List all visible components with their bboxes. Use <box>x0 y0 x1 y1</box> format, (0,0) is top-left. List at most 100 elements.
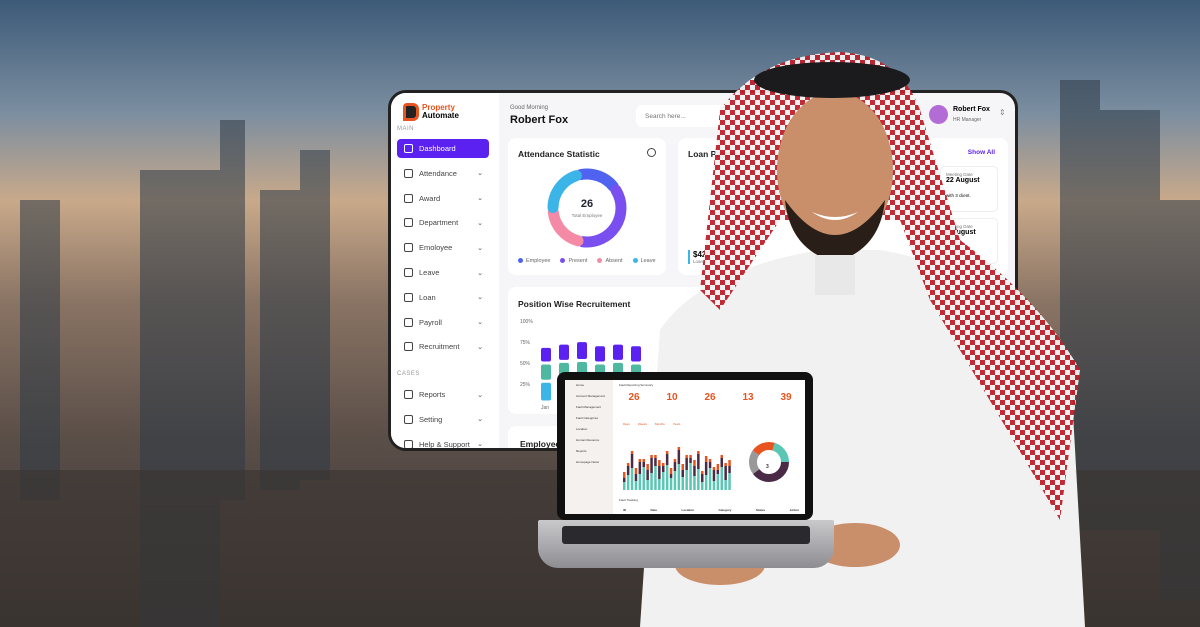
sidebar-item-label: Leave <box>419 268 440 277</box>
fault-bar <box>701 471 704 474</box>
laptop-menu-item[interactable]: Home <box>576 383 585 387</box>
laptop-menu-item[interactable]: Reports <box>576 449 587 453</box>
user-icon <box>404 168 413 178</box>
fault-bar <box>724 480 727 490</box>
fault-bar <box>716 464 720 470</box>
sidebar-item-label: Reports <box>419 390 446 399</box>
sidebar-item-label: Dashboard <box>419 144 456 153</box>
keyboard <box>562 526 810 544</box>
fault-bar <box>720 458 723 467</box>
fault-bar <box>638 474 642 490</box>
user-name: Robert Fox <box>953 106 990 113</box>
fault-bar <box>704 456 708 462</box>
fault-bar <box>689 458 692 463</box>
fault-bar <box>630 454 634 468</box>
sidebar-item-award[interactable]: Award ⌄ <box>397 189 489 208</box>
sidebar-item-dashboard[interactable]: Dashboard <box>397 139 489 158</box>
column-header: Category <box>718 508 732 512</box>
fault-bar <box>685 470 688 490</box>
sidebar-item-payroll[interactable]: Payroll ⌄ <box>397 313 489 332</box>
fault-bar <box>704 475 708 490</box>
fault-bar <box>689 455 692 458</box>
bar-segment <box>631 346 641 362</box>
x-tick-label: Jan <box>541 405 549 411</box>
bar-segment <box>541 382 551 401</box>
tab-years[interactable]: Years <box>672 422 681 426</box>
chevron-down-icon: ⌄ <box>477 244 483 252</box>
fault-bar <box>693 460 696 466</box>
laptop-menu-item[interactable]: Location <box>576 427 588 431</box>
laptop-menu-item[interactable]: Fault Management <box>576 405 602 409</box>
sidebar-item-help-support[interactable]: Help & Support ⌄ <box>397 435 489 449</box>
fault-bar <box>650 473 653 490</box>
column-header: Location <box>681 508 694 512</box>
sidebar-item-attendance[interactable]: Attendance ⌄ <box>397 164 489 183</box>
column-header: ID <box>623 508 626 512</box>
sidebar-item-reports[interactable]: Reports ⌄ <box>397 385 489 404</box>
fault-bar <box>677 450 681 464</box>
avatar[interactable] <box>929 105 948 124</box>
y-tick-label: 50% <box>520 361 531 367</box>
fault-bar <box>665 454 669 465</box>
chevron-down-icon: ⌄ <box>477 319 483 327</box>
donut-segment-leave <box>547 170 582 214</box>
fault-bar <box>697 451 700 454</box>
fault-bar <box>626 475 630 490</box>
chevron-down-icon: ⌄ <box>477 269 483 277</box>
chevron-updown-icon[interactable]: ⇕ <box>999 108 1006 117</box>
fault-bar <box>716 474 720 490</box>
user-role: HR Manager <box>953 117 982 123</box>
fault-bar <box>654 455 657 458</box>
fault-bar <box>623 478 626 482</box>
laptop-menu-item[interactable]: Fault Categories <box>576 416 599 420</box>
sidebar-item-emoloyee[interactable]: Emoloyee ⌄ <box>397 238 489 257</box>
sidebar-item-department[interactable]: Department ⌄ <box>397 213 489 232</box>
sidebar-item-label: Attendance <box>419 168 457 178</box>
fault-bar <box>658 460 661 466</box>
sidebar-item-label: Help & Support <box>419 439 470 449</box>
fault-bar <box>708 459 712 462</box>
sidebar-item-recruitment[interactable]: Recruitment ⌄ <box>397 337 489 356</box>
sidebar-item-label: Recruitment <box>419 342 460 352</box>
stat-value: 13 <box>742 392 754 403</box>
fault-bar <box>650 455 653 458</box>
sidebar-item-label: Loan <box>419 292 436 302</box>
sidebar-item-setting[interactable]: Setting ⌄ <box>397 410 489 429</box>
y-tick-label: 25% <box>520 382 531 388</box>
legend-item: Employee <box>518 258 550 264</box>
donut-segment-employee <box>575 168 619 192</box>
laptop-menu-item[interactable]: Account Management <box>576 394 606 398</box>
laptop-menu-item[interactable]: Human Resource <box>576 438 600 442</box>
fault-bar <box>716 470 720 474</box>
summary-title: Fault Reporting Summary <box>619 383 654 387</box>
fault-bar <box>662 472 665 490</box>
section-main-label: MAIN <box>397 126 414 132</box>
fault-bar <box>724 463 727 466</box>
logo: Property Automate <box>403 103 459 121</box>
donut-segment-absent <box>547 206 584 247</box>
fault-bar <box>673 459 677 462</box>
fault-bar <box>673 471 677 490</box>
sidebar-item-label: Setting <box>419 414 443 424</box>
fault-bar <box>728 473 731 490</box>
tab-weeks[interactable]: Weeks <box>637 422 647 426</box>
info-icon[interactable] <box>647 148 656 157</box>
show-all-link[interactable]: Show All <box>967 149 995 156</box>
dashboard-icon <box>404 144 413 153</box>
stat-value: 39 <box>780 392 792 403</box>
stat-value: 26 <box>704 392 716 403</box>
fault-bar <box>662 463 665 466</box>
fault-bar <box>724 466 727 480</box>
y-tick-label: 100% <box>520 319 533 325</box>
sidebar-item-loan[interactable]: Loan ⌄ <box>397 288 489 307</box>
fault-bar <box>634 474 638 481</box>
employee-title: Employee A <box>520 439 569 449</box>
sidebar-item-leave[interactable]: Leave ⌄ <box>397 263 489 282</box>
fault-bar <box>665 465 669 490</box>
tab-days[interactable]: Days <box>623 422 630 426</box>
stat-value: 26 <box>628 392 640 403</box>
laptop-menu-item[interactable]: Homepage News <box>576 460 600 464</box>
tab-months[interactable]: Months <box>654 422 665 426</box>
sidebar: Property Automate MAIN Dashboard Attendanc… <box>391 93 499 448</box>
money-icon <box>404 292 413 302</box>
